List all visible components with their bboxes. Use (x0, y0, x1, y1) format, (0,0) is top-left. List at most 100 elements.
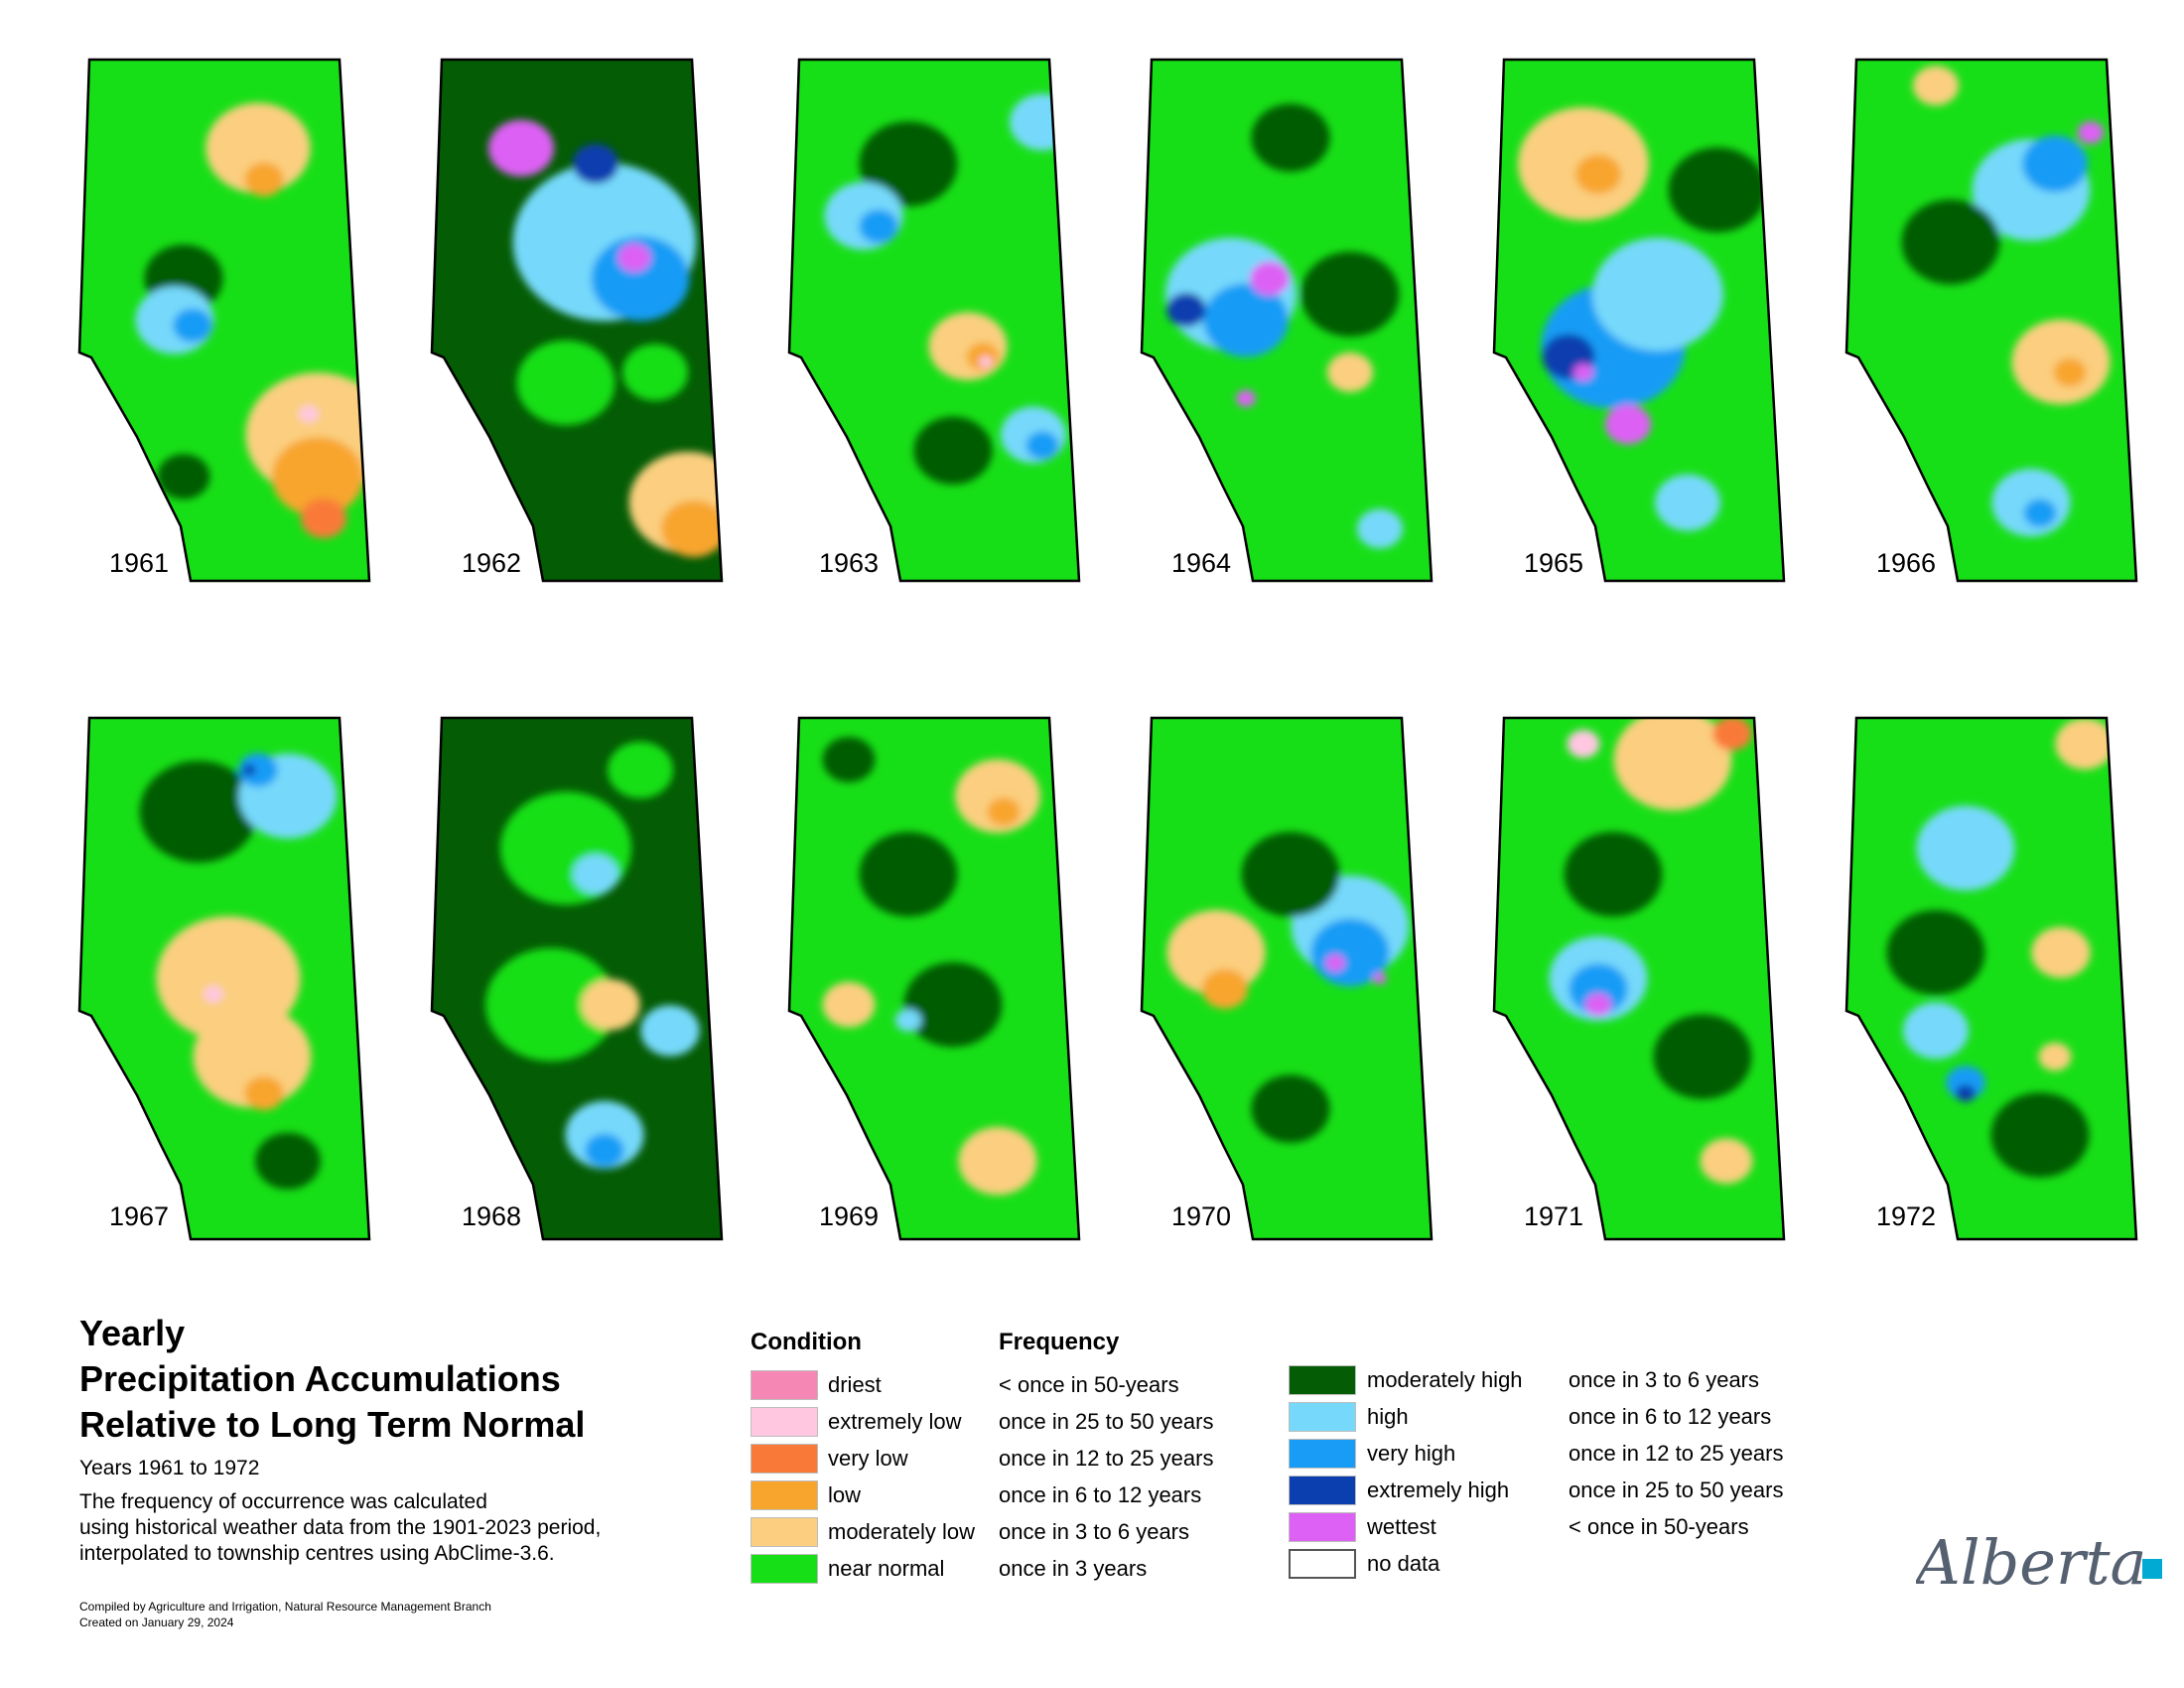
precip-region (244, 1075, 284, 1111)
map-grid: 1961 1962 1963 1964 1965 1966 1967 1968 1969 1970… (77, 55, 2184, 1269)
precip-region (1592, 237, 1723, 352)
province-map (1140, 716, 1433, 1241)
province-map (787, 58, 1081, 583)
precip-region (1916, 805, 2015, 891)
legend-swatch (751, 1407, 818, 1437)
precip-region (1569, 963, 1628, 1015)
province-border (787, 58, 1081, 583)
precip-region (204, 985, 223, 1003)
precip-region (255, 1132, 321, 1190)
legend-frequency: < once in 50-years (999, 1372, 1179, 1397)
province-map (430, 716, 724, 1241)
precip-region (2031, 926, 2091, 978)
map-panel-1972: 1972 (1842, 713, 2184, 1269)
year-label: 1971 (1524, 1201, 1584, 1231)
province-border (1140, 716, 1433, 1241)
precip-region (173, 308, 212, 343)
precip-region (1203, 283, 1289, 357)
precip-region (1025, 431, 1059, 460)
legend-condition: near normal (828, 1556, 945, 1581)
precip-region (987, 797, 1021, 826)
precip-region (1574, 154, 1622, 195)
legend-condition: moderately low (828, 1519, 975, 1544)
precip-region (1668, 147, 1767, 232)
precip-region (661, 500, 722, 557)
legend-frequency: once in 6 to 12 years (1569, 1404, 1772, 1429)
legend-frequency: once in 6 to 12 years (999, 1482, 1202, 1507)
subtitle: Years 1961 to 1972 (79, 1457, 260, 1479)
precip-region (1166, 292, 1206, 328)
precip-region (300, 498, 347, 538)
year-label: 1970 (1171, 1201, 1232, 1231)
legend-swatch (1289, 1365, 1356, 1395)
legend-swatch (1289, 1476, 1356, 1505)
year-label: 1969 (819, 1201, 880, 1231)
province-border (1492, 58, 1786, 583)
precip-region (1613, 718, 1732, 811)
legend-swatch (751, 1444, 818, 1474)
precip-region (488, 119, 554, 177)
precip-region (1946, 1065, 1985, 1100)
precip-region (1373, 972, 1387, 985)
precip-region (1886, 910, 1985, 995)
province-map (1140, 58, 1433, 583)
precip-region (1912, 66, 1960, 106)
legend-swatch (751, 1480, 818, 1510)
province-border (1844, 716, 2138, 1241)
legend-frequency: once in 25 to 50 years (1569, 1477, 1784, 1502)
legend-condition: extremely low (828, 1409, 962, 1434)
precip-region (1300, 251, 1400, 337)
precip-region (139, 761, 258, 863)
precip-region (193, 1005, 312, 1108)
precip-region (2023, 498, 2057, 527)
precip-region (585, 1133, 624, 1168)
map-panel-1970: 1970 (1137, 713, 1494, 1269)
province-border (430, 716, 724, 1241)
precip-region (2077, 121, 2105, 144)
province-border (77, 58, 371, 583)
province-map (1492, 58, 1786, 583)
logo-wordmark: Alberta (1916, 1526, 2147, 1599)
precip-region (205, 102, 311, 194)
precip-region (157, 454, 210, 499)
legend-swatch (1289, 1549, 1356, 1579)
precip-region (1326, 352, 1374, 392)
precip-region (244, 162, 284, 197)
province-map (787, 716, 1081, 1241)
legend-swatch (751, 1370, 818, 1400)
precip-region (979, 355, 993, 368)
map-panel-1963: 1963 (784, 55, 1142, 611)
precip-region (1584, 993, 1612, 1017)
year-label: 1972 (1876, 1201, 1937, 1231)
precip-region (299, 405, 319, 423)
precip-region (1700, 1138, 1753, 1185)
year-label: 1963 (819, 548, 880, 578)
province-border (787, 716, 1081, 1241)
precip-region (1236, 389, 1256, 407)
precip-region (958, 1127, 1037, 1196)
precip-region (271, 437, 364, 516)
year-label: 1968 (462, 1201, 522, 1231)
precip-region (238, 753, 278, 787)
legend-condition: low (828, 1482, 862, 1507)
precip-region (2022, 135, 2088, 193)
map-panel-1969: 1969 (784, 713, 1142, 1269)
legend-condition: driest (828, 1372, 882, 1397)
precip-region (1901, 200, 2000, 285)
description-line: interpolated to township centres using A… (79, 1542, 555, 1565)
legend-condition: very high (1367, 1441, 1456, 1466)
frequency-header: Frequency (999, 1329, 1120, 1355)
legend-swatch (1289, 1439, 1356, 1469)
map-panel-1971: 1971 (1489, 713, 1846, 1269)
province-border (1140, 58, 1433, 583)
precip-region (859, 209, 898, 244)
map-panel-1964: 1964 (1137, 55, 1494, 611)
precip-region (894, 1009, 922, 1032)
title-line-1: Yearly (79, 1313, 186, 1353)
legend-swatch (1289, 1512, 1356, 1542)
compiled-by: Compiled by Agriculture and Irrigation, … (79, 1600, 491, 1614)
precip-region (1251, 103, 1330, 172)
precip-region (859, 121, 958, 207)
precip-region (822, 981, 876, 1028)
legend-frequency: < once in 50-years (1569, 1514, 1749, 1539)
